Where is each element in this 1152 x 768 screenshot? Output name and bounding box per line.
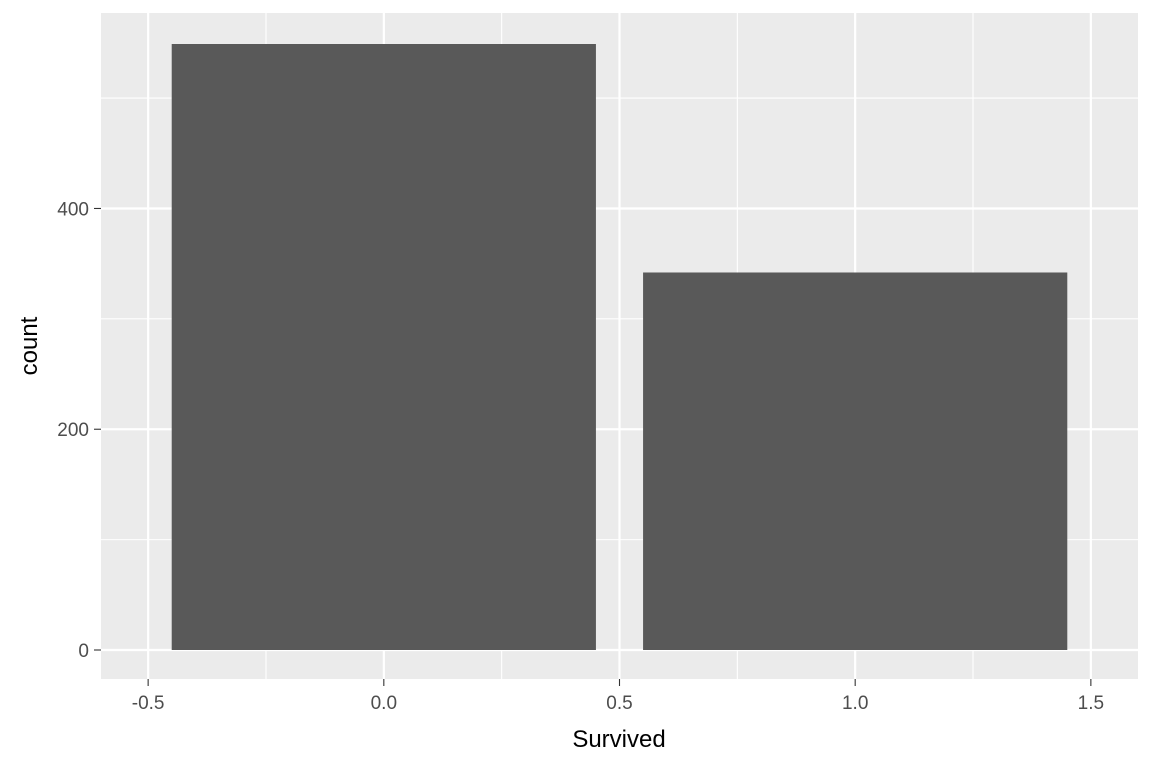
y-tick-label: 200 — [57, 420, 89, 441]
x-tick-label: 1.5 — [1078, 693, 1104, 714]
x-axis-title: Survived — [572, 726, 665, 753]
x-axis: -0.5 0.0 0.5 1.0 1.5 — [132, 679, 1104, 714]
x-tick-label: -0.5 — [132, 693, 165, 714]
x-tick-label: 1.0 — [842, 693, 868, 714]
y-axis-title: count — [16, 316, 43, 375]
y-tick-label: 400 — [57, 199, 89, 220]
x-tick-label: 0.0 — [371, 693, 397, 714]
bar — [643, 272, 1068, 650]
bar — [171, 44, 596, 650]
bars — [171, 44, 1068, 650]
y-axis: 0 200 400 — [57, 199, 101, 662]
y-tick-label: 0 — [78, 641, 89, 662]
x-tick-label: 0.5 — [606, 693, 632, 714]
